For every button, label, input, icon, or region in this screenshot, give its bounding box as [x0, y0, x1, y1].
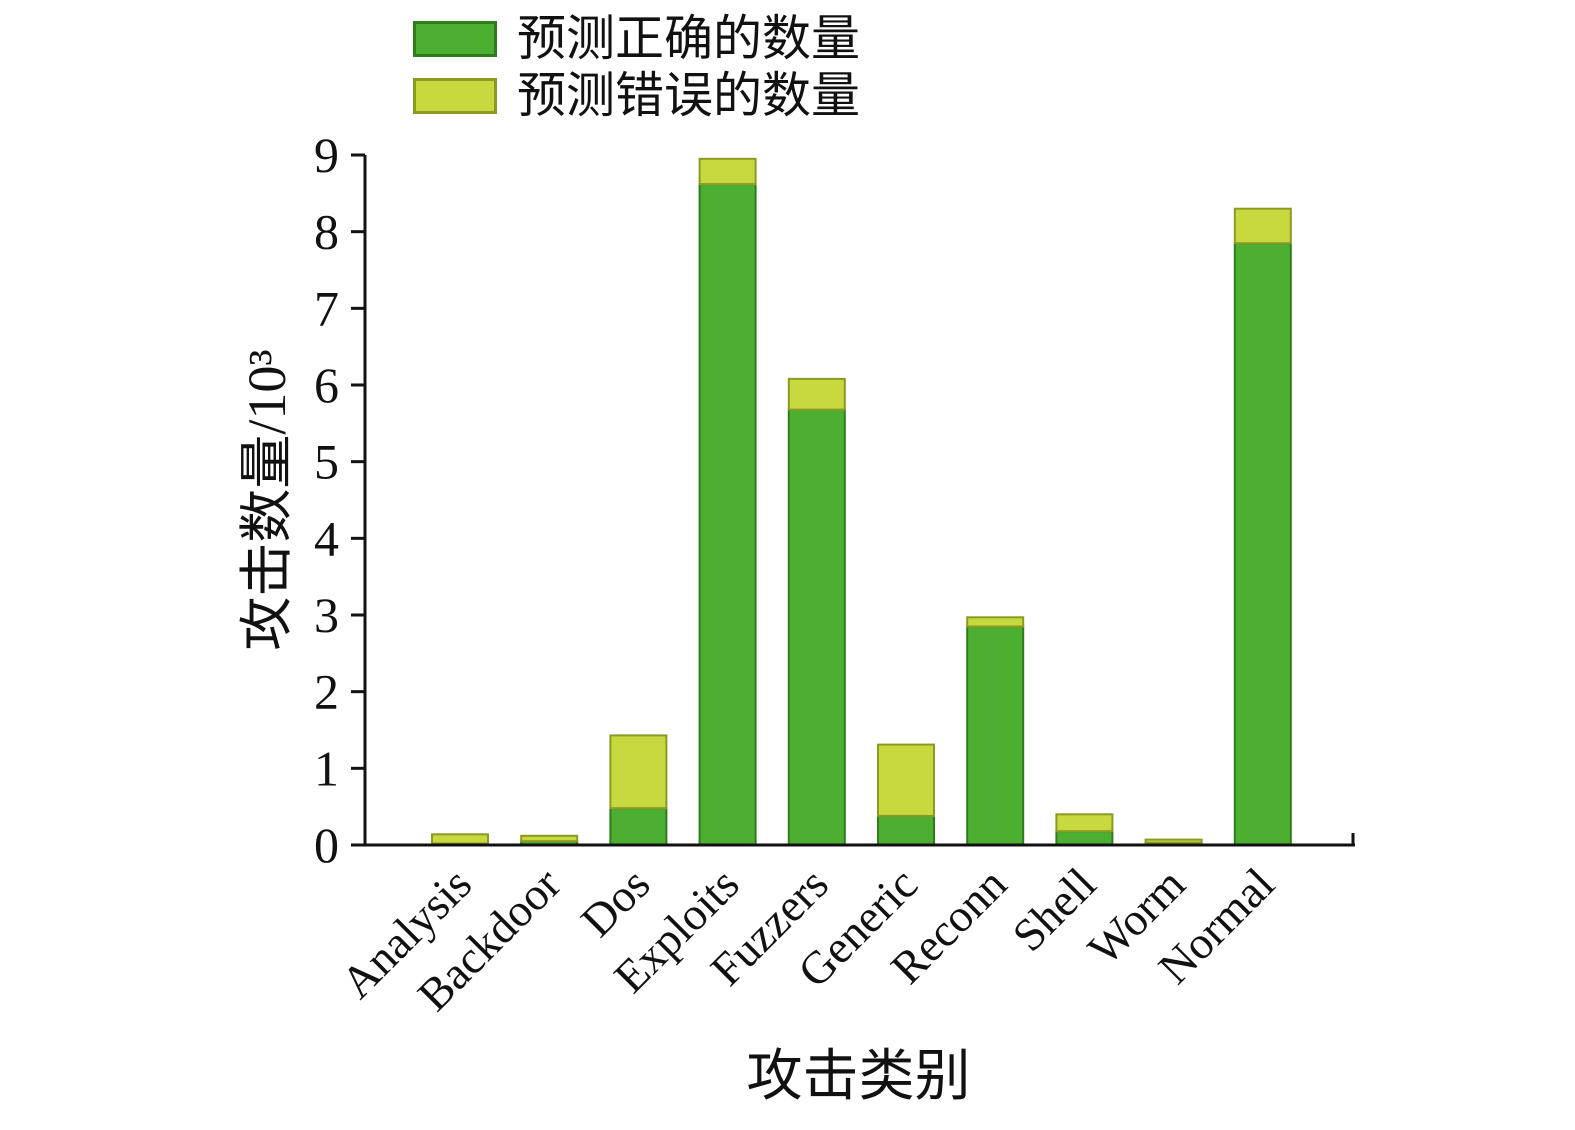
- legend-item-correct: 预测正确的数量: [413, 10, 860, 67]
- legend-label-wrong: 预测错误的数量: [517, 68, 861, 123]
- y-tick-label: 2: [314, 664, 339, 720]
- y-tick-label: 6: [314, 357, 339, 413]
- bar-wrong-Exploits: [698, 157, 757, 186]
- y-axis-title: 攻击数量/10³: [237, 349, 297, 650]
- x-axis-title: 攻击类别: [747, 1046, 971, 1108]
- legend-swatch-wrong: [413, 77, 497, 114]
- bar-wrong-Shell: [1055, 813, 1114, 833]
- bar-correct-Exploits: [698, 183, 757, 847]
- bar-correct-Reconn: [966, 625, 1025, 846]
- bar-wrong-Worm: [1144, 838, 1203, 844]
- y-tick-label: 1: [314, 740, 339, 796]
- y-tick-label: 8: [314, 204, 339, 260]
- y-tick-label: 4: [314, 510, 339, 566]
- bar-wrong-Normal: [1233, 207, 1292, 245]
- bar-correct-Dos: [609, 807, 668, 847]
- bar-correct-Generic: [877, 814, 935, 847]
- legend-label-correct: 预测正确的数量: [517, 11, 861, 66]
- bar-wrong-Backdoor: [520, 834, 579, 843]
- bar-correct-Fuzzers: [787, 408, 846, 846]
- bar-correct-Shell: [1055, 830, 1114, 847]
- bar-correct-Normal: [1233, 242, 1292, 846]
- y-tick-label: 0: [314, 817, 339, 873]
- legend-item-wrong: 预测错误的数量: [413, 67, 860, 124]
- y-tick-label: 7: [314, 280, 339, 336]
- y-tick-label: 9: [314, 127, 339, 183]
- y-tick-label: 3: [314, 587, 339, 643]
- bar-wrong-Dos: [609, 734, 668, 810]
- bar-wrong-Generic: [877, 743, 935, 817]
- y-tick-label: 5: [314, 434, 339, 490]
- legend: 预测正确的数量 预测错误的数量: [413, 10, 860, 124]
- bar-wrong-Analysis: [431, 833, 489, 845]
- legend-swatch-correct: [413, 20, 497, 57]
- bar-wrong-Reconn: [966, 616, 1025, 628]
- bar-wrong-Fuzzers: [787, 377, 846, 411]
